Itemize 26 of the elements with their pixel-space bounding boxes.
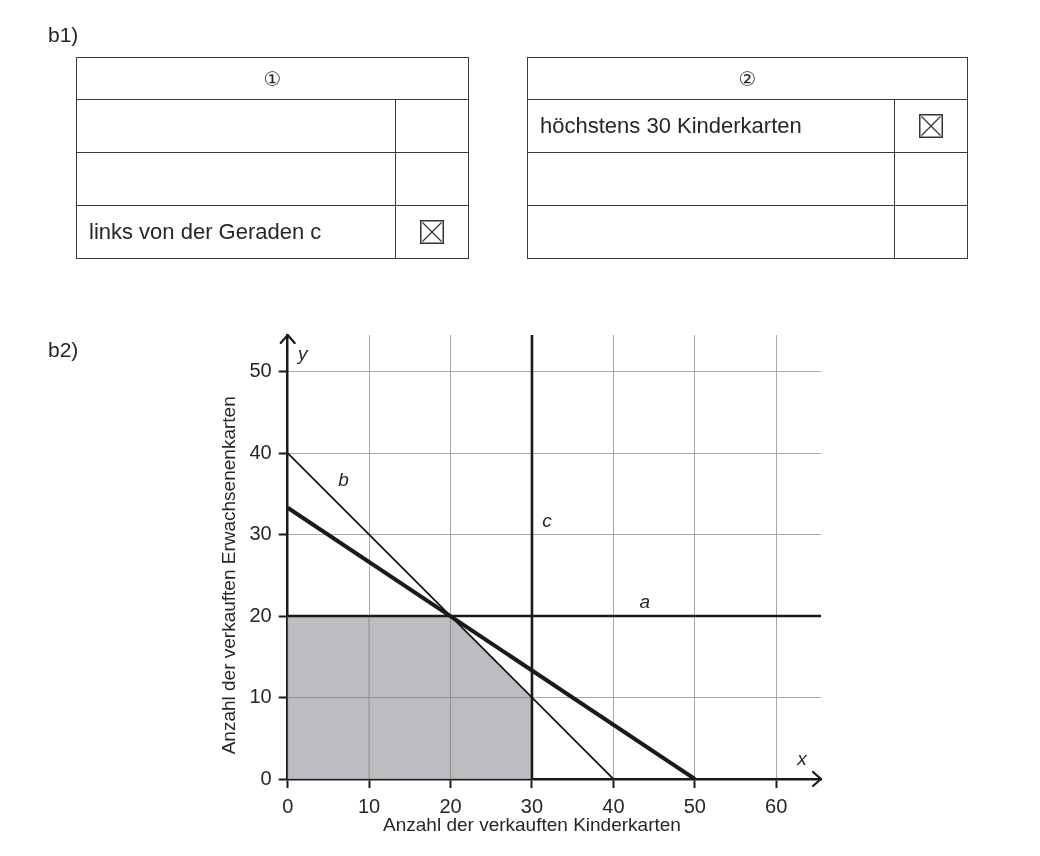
x-tick-label: 50	[683, 794, 706, 817]
y-tick-label: 30	[249, 522, 272, 545]
y-tick-label: 20	[249, 603, 272, 626]
y-tick-label: 50	[249, 359, 272, 382]
y-tick-label: 40	[249, 440, 272, 463]
annotation: y	[295, 343, 309, 365]
text: ②	[738, 66, 757, 91]
y-axis-title: Anzahl der verkauften Erwachsenenkarten	[218, 396, 240, 755]
x-tick-label: 20	[439, 794, 462, 817]
x-axis-title: Anzahl der verkauften Kinderkarten	[383, 814, 681, 836]
x-tick-label: 40	[602, 794, 625, 817]
series-label: b	[338, 469, 349, 491]
y-tick-label: 10	[249, 685, 272, 708]
text: links von der Geraden c	[89, 219, 322, 245]
text: ①	[263, 66, 282, 91]
x-tick-label: 60	[765, 794, 788, 817]
annotation: x	[796, 748, 809, 770]
text: b2)	[48, 337, 79, 361]
series-label: a	[639, 591, 650, 613]
x-tick-label: 0	[282, 794, 294, 817]
x-tick-label: 30	[520, 794, 544, 817]
text: höchstens 30 Kinderkarten	[540, 113, 802, 139]
y-tick-label: 0	[260, 766, 272, 789]
x-tick-label: 10	[357, 794, 381, 817]
text: b1)	[48, 23, 79, 46]
series-label: c	[542, 509, 553, 531]
